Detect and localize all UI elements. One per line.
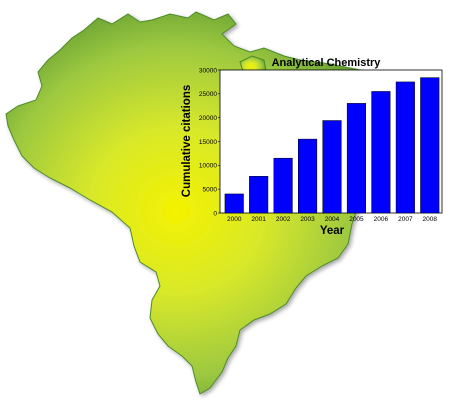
x-axis-label: Year	[320, 225, 345, 237]
y-tick-label: 25000	[199, 91, 217, 98]
bar-2008	[420, 77, 440, 214]
bar-2003	[298, 138, 318, 214]
x-tick-label: 2008	[423, 216, 438, 223]
bars	[224, 77, 440, 214]
x-tick-label: 2005	[349, 216, 364, 223]
y-tick-label: 30000	[199, 67, 217, 74]
y-axis-ticks: 0 5000 10000 15000 20000 25000 30000	[199, 67, 220, 217]
x-tick-label: 2001	[251, 216, 266, 223]
x-tick-label: 2003	[300, 216, 315, 223]
x-tick-label: 2000	[227, 216, 242, 223]
x-axis-ticks: 2000 2001 2002 2003 2004 2005 2006 2007 2008	[227, 216, 437, 223]
bar-2001	[249, 176, 269, 214]
y-axis-label: Cumulative citations	[181, 85, 193, 197]
chart-title: Analytical Chemistry	[272, 57, 382, 69]
y-tick-label: 10000	[199, 163, 217, 170]
x-tick-label: 2007	[398, 216, 413, 223]
x-tick-label: 2006	[374, 216, 389, 223]
bar-2007	[395, 81, 415, 214]
x-tick-label: 2002	[276, 216, 291, 223]
bar-2004	[322, 120, 342, 214]
y-tick-label: 15000	[199, 139, 217, 146]
y-tick-label: 5000	[203, 186, 218, 193]
bar-2002	[273, 157, 293, 214]
y-tick-label: 0	[213, 210, 217, 217]
y-tick-label: 20000	[199, 115, 217, 122]
bar-2000	[224, 193, 244, 214]
x-tick-label: 2004	[325, 216, 340, 223]
bar-2006	[371, 91, 391, 214]
bar-2005	[346, 103, 366, 214]
bar-chart: Analytical Chemistry Cumulative citation…	[181, 57, 443, 237]
